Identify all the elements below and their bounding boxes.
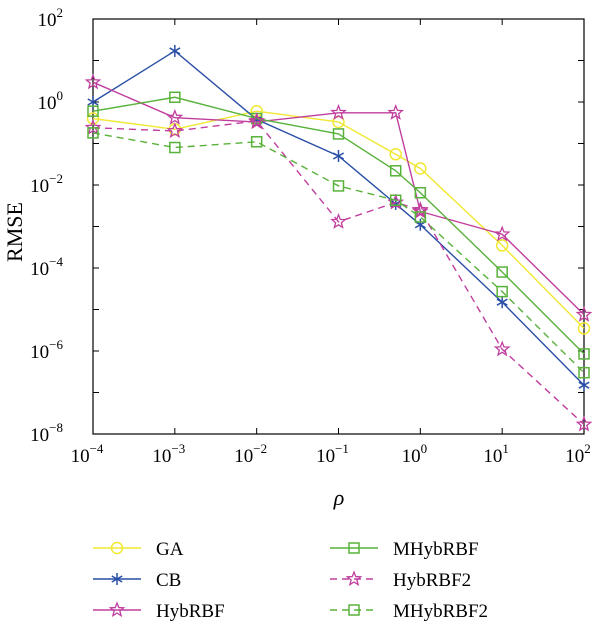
data-point [250,136,263,148]
asterisk-stroke [111,575,123,583]
legend-item: HybRBF [93,601,225,622]
series-ga [86,104,591,335]
data-point [575,305,593,322]
series-line [92,110,585,329]
legend-label: GA [156,539,184,560]
data-point [414,162,427,175]
series-cb [87,44,590,392]
x-tick-label: 10−2 [234,441,267,467]
data-point [493,225,511,242]
data-point [578,366,590,379]
data-point [84,118,102,135]
data-point [414,187,427,199]
legend-label: MHybRBF2 [393,601,488,622]
y-tick-label: 10−2 [30,171,63,197]
data-point [411,201,429,218]
data-point [166,108,184,125]
plot-frame [92,18,585,435]
x-tick-label: 10−4 [71,441,104,467]
asterisk-stroke [87,98,99,106]
data-point [578,348,590,360]
series-mhybrbf [87,91,590,360]
data-point [332,180,345,192]
asterisk-stroke [169,47,181,55]
data-point [577,322,591,335]
data-point [330,103,347,120]
data-point [169,91,181,104]
data-point [332,149,345,162]
legend-item: HybRBF2 [330,570,471,591]
legend-item: GA [93,539,184,560]
data-point [496,296,508,309]
data-point [389,165,402,177]
legend-marker [345,570,363,587]
x-tick-label: 102 [565,441,591,467]
data-point [87,105,99,117]
asterisk-stroke [414,221,426,229]
data-point [248,112,266,129]
y-tick-label: 10−4 [30,254,63,280]
y-axis-label: RMSE [2,202,27,262]
series-line [92,81,585,316]
legend-item: MHybRBF [330,539,479,560]
series-hybrbf [84,73,593,322]
y-tick-label: 100 [38,88,64,114]
plot-area [92,18,585,435]
y-tick-label: 102 [38,5,64,31]
data-point [389,194,402,206]
data-point [414,211,427,223]
legend-marker [108,601,126,618]
data-point [496,266,508,278]
data-point [332,128,345,140]
series-line [92,132,585,374]
legend: GA CB HybRBF MHybRBF HybRBF2 MHybRBF2 [93,539,488,622]
data-point [166,122,184,139]
data-point [387,103,405,120]
data-point [84,73,102,90]
asterisk-stroke [578,381,590,389]
series-line [92,120,585,425]
data-point [86,112,100,125]
legend-item: CB [93,570,181,591]
legend-label: HybRBF [156,601,225,622]
y-tick-label: 10−8 [30,420,63,446]
legend-label: MHybRBF [393,539,479,560]
data-point [330,212,347,229]
asterisk-stroke [332,152,345,160]
data-point [389,148,402,161]
legend-item: MHybRBF2 [330,601,488,622]
data-point [169,141,181,154]
legend-marker [348,542,360,554]
data-point [493,340,511,357]
data-point [496,285,508,298]
x-tick-label: 10−1 [316,441,349,467]
data-point [495,239,509,252]
legend-label: CB [156,570,181,591]
x-tick-label: 10−3 [152,441,185,467]
legend-marker [111,573,123,585]
series-line [92,50,585,386]
data-point [169,44,181,57]
series-mhybrbf2 [87,127,590,379]
x-axis-label: ρ [333,485,345,510]
x-tick-label: 101 [483,441,508,467]
legend-marker [110,541,124,555]
data-point [87,127,99,139]
x-tick-label: 100 [402,441,428,467]
axis-ticks: 10−4 10−3 10−2 10−1 100 101 102 10−8 10−6 10−4 10−… [30,5,591,467]
y-tick-label: 10−6 [30,337,63,363]
data-point [578,379,590,392]
asterisk-stroke [496,298,508,306]
series-lines [84,44,593,432]
legend-marker [348,604,360,616]
series-line [92,96,585,355]
legend-label: HybRBF2 [393,570,471,591]
data-point [414,218,426,231]
data-point [575,415,593,432]
